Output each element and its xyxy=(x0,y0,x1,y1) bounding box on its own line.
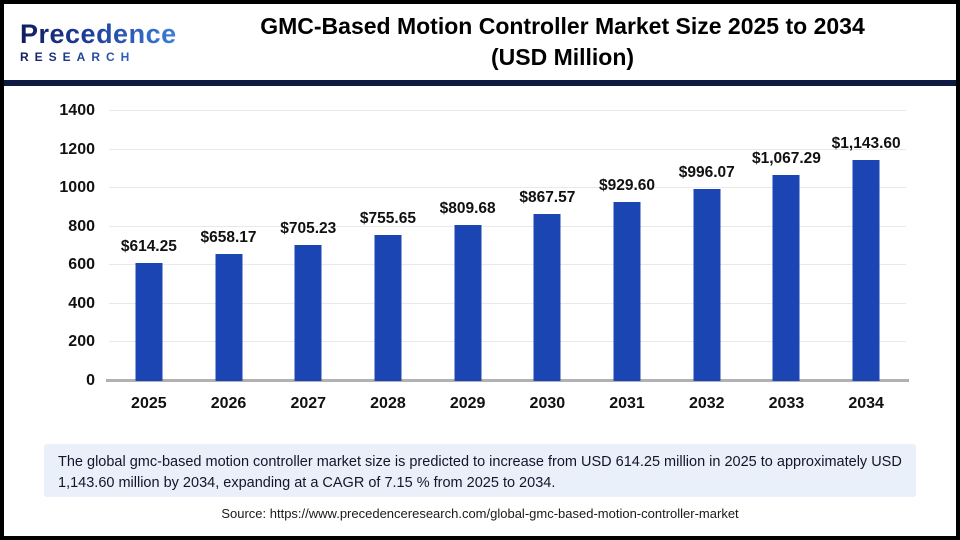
bar-value-label: $996.07 xyxy=(678,163,735,181)
bar-slot: $1,067.29 2033 xyxy=(747,111,827,412)
bar-2030 xyxy=(533,213,561,381)
bar-slot: $867.57 2030 xyxy=(508,111,588,412)
bar-value-label: $1,143.60 xyxy=(831,135,901,153)
y-axis-tick-label: 0 xyxy=(86,372,95,389)
summary-box: The global gmc-based motion controller m… xyxy=(44,444,916,497)
header: Precedence RESEARCH GMC-Based Motion Con… xyxy=(4,4,956,80)
x-axis-label: 2031 xyxy=(609,395,645,412)
gridline xyxy=(109,148,906,150)
bar-value-label: $809.68 xyxy=(439,199,496,217)
x-axis-label: 2027 xyxy=(290,395,327,412)
bar-2032 xyxy=(693,188,721,381)
bar-value-label: $658.17 xyxy=(200,229,257,247)
bar-chart: 0 200 400 600 800 1000 1200 1400 $614.25 2025 $658… xyxy=(4,86,956,438)
bar-2027 xyxy=(294,245,322,381)
y-axis-tick-label: 1400 xyxy=(59,102,95,119)
x-axis-label: 2026 xyxy=(210,395,247,412)
y-axis-tick-label: 400 xyxy=(68,294,95,312)
x-axis-label: 2030 xyxy=(529,395,566,412)
bar-value-label: $614.25 xyxy=(120,237,177,255)
bar-2029 xyxy=(454,224,482,381)
bar-slot: $929.60 2031 xyxy=(587,111,667,412)
bar-slot: $614.25 2025 xyxy=(109,111,189,412)
bar-slot: $809.68 2029 xyxy=(428,111,508,412)
source-line: Source: https://www.precedenceresearch.c… xyxy=(221,506,739,521)
header-divider xyxy=(4,80,956,86)
logo-wordmark: Precedence xyxy=(20,20,179,48)
x-axis-label: 2034 xyxy=(848,395,884,412)
x-axis-label: 2029 xyxy=(449,395,486,412)
bar-slot: $996.07 2032 xyxy=(667,111,747,412)
bar-value-label: $929.60 xyxy=(599,176,656,194)
gridline xyxy=(109,264,906,266)
chart-title: GMC-Based Motion Controller Market Size … xyxy=(179,11,956,73)
bar-2028 xyxy=(374,235,402,381)
brand-logo: Precedence RESEARCH xyxy=(4,20,179,64)
x-axis-label: 2032 xyxy=(688,395,725,412)
x-axis-label: 2033 xyxy=(768,395,805,412)
x-axis-line xyxy=(106,379,909,382)
bar-slot: $705.23 2027 xyxy=(268,111,348,412)
y-axis-tick-label: 800 xyxy=(68,217,95,235)
bar-value-label: $755.65 xyxy=(359,210,416,228)
y-axis-tick-label: 600 xyxy=(68,256,95,274)
bar-value-label: $1,067.29 xyxy=(751,150,821,168)
bar-slot: $658.17 2026 xyxy=(189,111,269,412)
logo-subtitle: RESEARCH xyxy=(20,50,179,64)
plot-area: 0 200 400 600 800 1000 1200 1400 $614.25 2025 $658… xyxy=(59,102,909,412)
y-axis-tick-label: 1200 xyxy=(59,140,95,158)
bar-value-label: $705.23 xyxy=(280,220,337,237)
gridline xyxy=(109,302,906,304)
bar-2034 xyxy=(852,160,880,381)
gridline xyxy=(109,341,906,343)
bar-slot: $1,143.60 2034 xyxy=(826,111,906,412)
y-axis-tick-label: 1000 xyxy=(59,179,95,197)
gridline xyxy=(109,110,906,111)
bar-2025 xyxy=(135,262,163,381)
bar-value-label: $867.57 xyxy=(519,188,576,206)
x-axis-label: 2025 xyxy=(131,395,167,412)
bar-2031 xyxy=(613,201,641,381)
gridline xyxy=(109,187,906,189)
x-axis-label: 2028 xyxy=(370,395,406,412)
bar-slot: $755.65 2028 xyxy=(348,111,428,412)
summary-text: The global gmc-based motion controller m… xyxy=(58,454,902,492)
chart-title-line2: (USD Million) xyxy=(490,44,635,70)
bar-2033 xyxy=(772,175,800,381)
gridline xyxy=(109,225,906,227)
y-axis-tick-label: 200 xyxy=(68,333,95,351)
chart-title-line1: GMC-Based Motion Controller Market Size … xyxy=(260,12,865,39)
bar-2026 xyxy=(215,254,243,381)
